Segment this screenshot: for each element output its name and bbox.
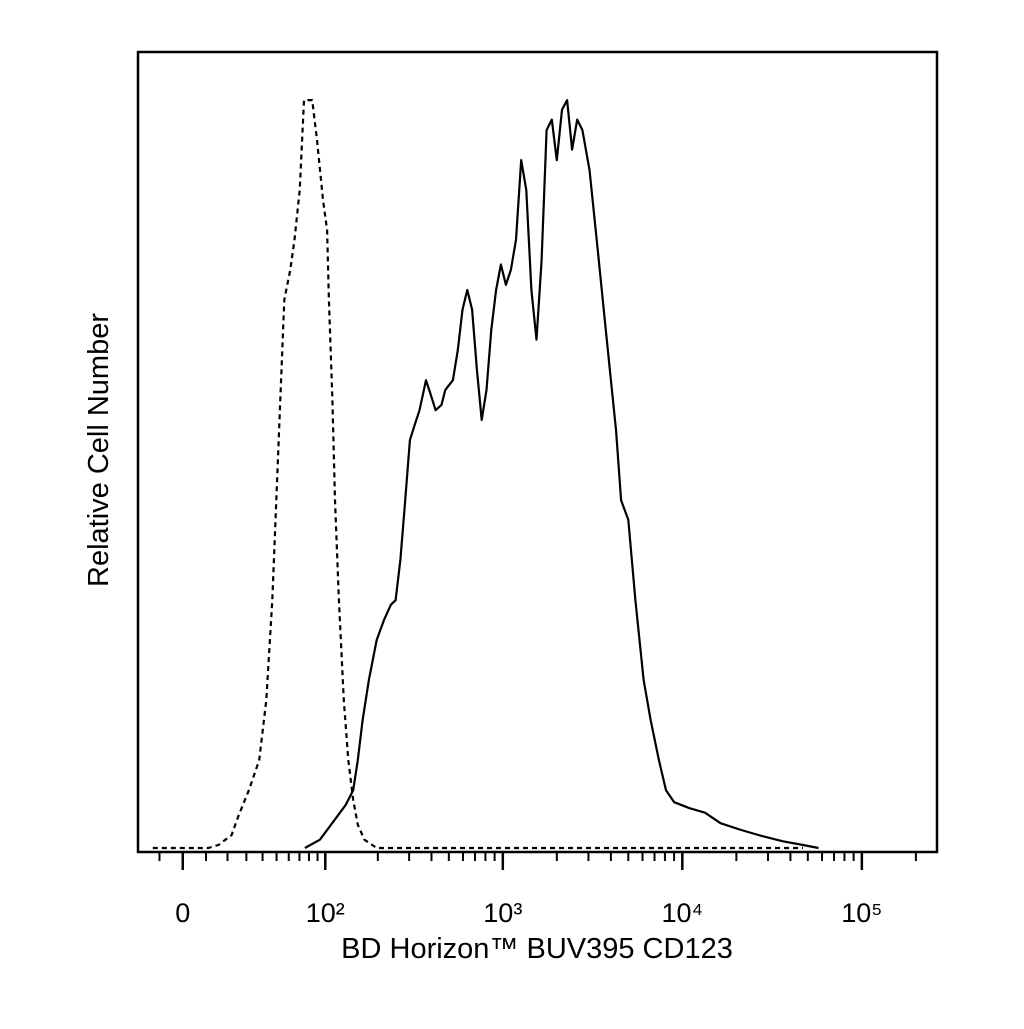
x-tick-label: 10³ [483, 898, 522, 928]
x-tick-label: 10² [306, 898, 345, 928]
x-tick-label: 10⁵ [841, 898, 882, 928]
x-axis-title: BD Horizon™ BUV395 CD123 [341, 933, 733, 965]
histogram-line [304, 99, 819, 850]
x-tick-label: 0 [175, 898, 190, 928]
plot-frame [136, 50, 939, 854]
histogram-line [152, 99, 803, 850]
y-axis-title: Relative Cell Number [83, 313, 115, 587]
x-tick-label: 10⁴ [662, 898, 704, 928]
